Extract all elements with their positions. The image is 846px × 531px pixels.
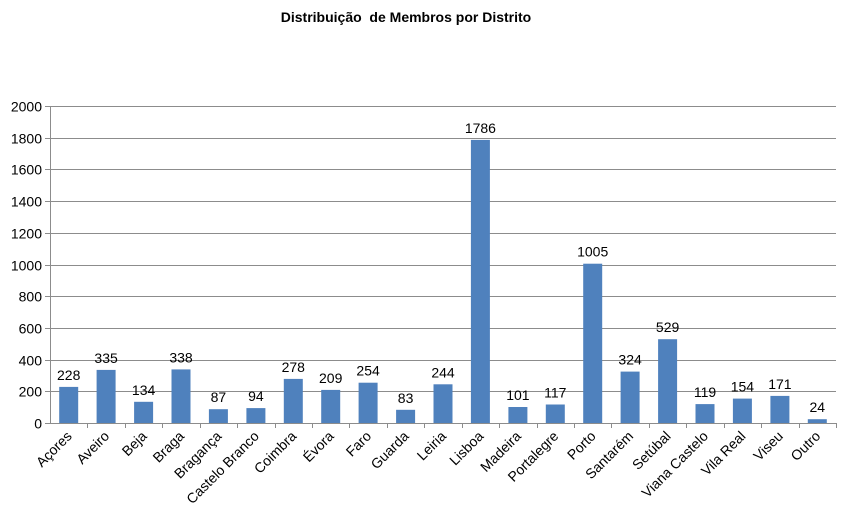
data-label: 335 <box>94 350 118 366</box>
x-tick-label: Outro <box>787 428 823 464</box>
x-tick-label: Açores <box>33 428 75 470</box>
data-label: 154 <box>731 379 755 395</box>
data-label: 278 <box>282 359 306 375</box>
bar <box>396 409 416 423</box>
data-label: 254 <box>356 363 380 379</box>
x-tick-label: Aveiro <box>73 428 112 467</box>
bar <box>433 384 453 423</box>
y-tick-label: 1800 <box>11 131 42 147</box>
data-label: 134 <box>132 382 156 398</box>
data-label: 338 <box>169 349 193 365</box>
data-label: 228 <box>57 367 81 383</box>
bar <box>321 389 341 423</box>
x-tick-label: Coimbra <box>251 428 300 477</box>
data-label: 24 <box>810 399 826 415</box>
data-label: 119 <box>694 384 717 400</box>
bar <box>732 398 752 423</box>
x-tick-label: Viseu <box>750 428 786 464</box>
bar <box>545 404 565 423</box>
x-tick-label: Faro <box>343 428 375 460</box>
y-tick-label: 200 <box>19 384 43 400</box>
data-label: 117 <box>544 385 567 401</box>
y-tick-label: 1200 <box>11 226 42 242</box>
data-label: 1005 <box>577 244 608 260</box>
y-tick-label: 400 <box>19 353 43 369</box>
y-tick-label: 1600 <box>11 162 42 178</box>
bar <box>508 407 528 423</box>
gridlines <box>50 106 836 392</box>
y-tick-label: 1400 <box>11 194 42 210</box>
bar <box>59 386 79 423</box>
bar <box>246 408 266 423</box>
bar <box>620 371 640 423</box>
bar <box>770 395 790 423</box>
x-tick-label: Porto <box>564 428 599 463</box>
data-label: 171 <box>768 376 792 392</box>
chart-title: Distribuição de Membros por Distrito <box>280 9 532 25</box>
bar <box>96 369 116 423</box>
y-tick-label: 600 <box>19 321 43 337</box>
bar <box>358 382 378 423</box>
x-tick-label: Beja <box>119 428 150 459</box>
bar <box>208 409 228 423</box>
bar-series <box>59 139 827 423</box>
data-label: 1786 <box>465 120 496 136</box>
bar <box>658 339 678 423</box>
y-tick-label: 2000 <box>11 99 42 115</box>
data-label: 101 <box>506 387 530 403</box>
bar <box>695 404 715 423</box>
x-tick-label: Évora <box>300 428 337 465</box>
bar <box>171 369 191 423</box>
y-axis: 0 200 400 600 800 1000 1200 1400 1600 1800 2000 <box>11 99 51 432</box>
data-label: 83 <box>398 390 414 406</box>
data-label: 209 <box>319 370 343 386</box>
data-label: 87 <box>211 389 227 405</box>
data-label: 529 <box>656 319 680 335</box>
data-label: 244 <box>431 364 455 380</box>
x-tick-label: Leiria <box>414 428 450 464</box>
bar <box>470 139 490 423</box>
bar <box>807 419 827 423</box>
data-label: 324 <box>618 352 642 368</box>
bar <box>134 401 154 423</box>
y-tick-label: 0 <box>34 416 42 432</box>
bar <box>283 378 303 423</box>
x-tick-label: Guarda <box>367 428 411 472</box>
data-label: 94 <box>248 388 264 404</box>
data-labels: 228 335 134 338 87 94 278 209 254 83 244 1786 101 117… <box>57 120 825 415</box>
y-tick-label: 800 <box>19 289 43 305</box>
bar <box>583 263 603 423</box>
y-tick-label: 1000 <box>11 258 42 274</box>
